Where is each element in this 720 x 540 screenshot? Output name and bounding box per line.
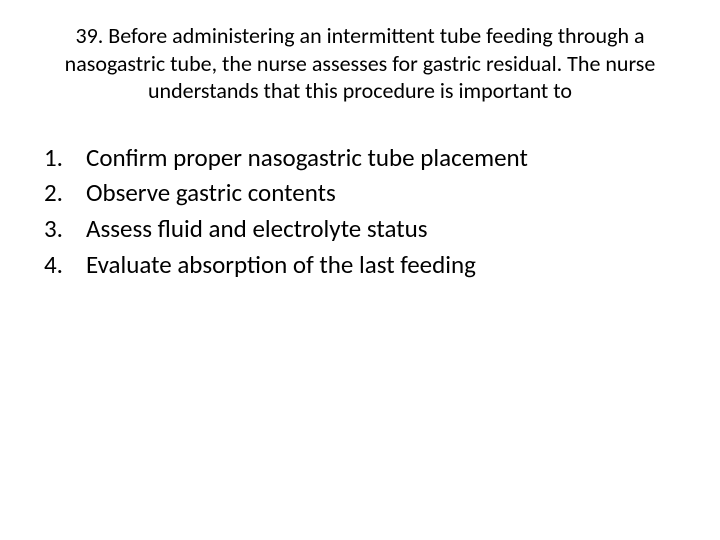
option-text: Confirm proper nasogastric tube placemen…: [86, 141, 692, 175]
option-text: Assess fluid and electrolyte status: [86, 212, 692, 246]
options-list: 1. Confirm proper nasogastric tube place…: [28, 141, 692, 282]
option-row: 3. Assess fluid and electrolyte status: [38, 212, 692, 246]
option-number: 3.: [38, 212, 86, 246]
option-row: 1. Confirm proper nasogastric tube place…: [38, 141, 692, 175]
option-number: 2.: [38, 176, 86, 210]
option-number: 1.: [38, 141, 86, 175]
question-stem: 39. Before administering an intermittent…: [28, 22, 692, 105]
option-text: Evaluate absorption of the last feeding: [86, 248, 692, 282]
option-row: 4. Evaluate absorption of the last feedi…: [38, 248, 692, 282]
option-text: Observe gastric contents: [86, 176, 692, 210]
option-number: 4.: [38, 248, 86, 282]
option-row: 2. Observe gastric contents: [38, 176, 692, 210]
